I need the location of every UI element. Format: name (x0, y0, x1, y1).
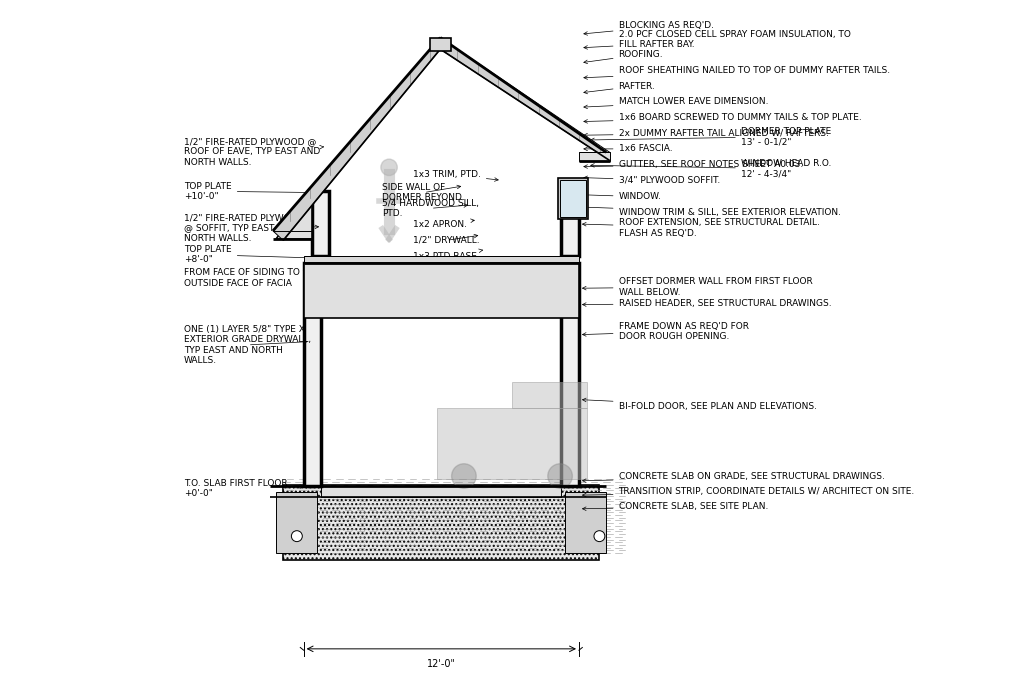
Bar (561, 263, 579, 486)
Bar (437, 408, 587, 479)
Bar (512, 382, 587, 408)
Text: BI-FOLD DOOR, SEE PLAN AND ELEVATIONS.: BI-FOLD DOOR, SEE PLAN AND ELEVATIONS. (583, 398, 816, 411)
Circle shape (292, 531, 302, 542)
Bar (558, 178, 588, 219)
Text: GUTTER, SEE ROOF NOTES SHEET A0.03.: GUTTER, SEE ROOF NOTES SHEET A0.03. (584, 160, 803, 169)
Text: ONE (1) LAYER 5/8" TYPE X
DRYWALL, TYP EAST AND
NORTH WALLS.: ONE (1) LAYER 5/8" TYPE X DRYWALL, TYP E… (323, 287, 443, 317)
Bar (579, 152, 609, 161)
Text: SIDE WALL OF
DORMER BEYOND.: SIDE WALL OF DORMER BEYOND. (382, 183, 465, 202)
Text: 2.0 PCF CLOSED CELL SPRAY FOAM INSULATION, TO
FILL RAFTER BAY.: 2.0 PCF CLOSED CELL SPRAY FOAM INSULATIO… (584, 30, 850, 49)
Text: TRANSITION STRIP, COORDINATE DETAILS W/ ARCHITECT ON SITE.: TRANSITION STRIP, COORDINATE DETAILS W/ … (583, 487, 914, 497)
Text: 1x3 TRIM, PTD.: 1x3 TRIM, PTD. (443, 298, 512, 308)
Bar (304, 263, 579, 318)
Bar (321, 486, 561, 497)
Text: ONE (1) LAYER 5/8" TYPE X
EXTERIOR GRADE DRYWALL,
TYP EAST AND NORTH
WALLS.: ONE (1) LAYER 5/8" TYPE X EXTERIOR GRADE… (184, 325, 311, 365)
Text: MATCH LOWER EAVE DIMENSION.: MATCH LOWER EAVE DIMENSION. (584, 97, 768, 109)
Bar (304, 256, 579, 263)
Text: 3/4" PLYWOOD SOFFIT.: 3/4" PLYWOOD SOFFIT. (584, 176, 720, 185)
Polygon shape (276, 191, 312, 239)
Text: TOP PLATE
+10'-0": TOP PLATE +10'-0" (184, 182, 318, 201)
Text: 1/2" FIRE-RATED PLYWOOD
@ SOFFIT, TYP EAST AND
NORTH WALLS.: 1/2" FIRE-RATED PLYWOOD @ SOFFIT, TYP EA… (184, 213, 318, 243)
Bar (284, 485, 599, 560)
Polygon shape (273, 38, 440, 240)
Text: CONCRETE SLAB ON GRADE, SEE STRUCTURAL DRAWINGS.: CONCRETE SLAB ON GRADE, SEE STRUCTURAL D… (583, 472, 885, 482)
Text: CONCRETE SLAB, SEE SITE PLAN.: CONCRETE SLAB, SEE SITE PLAN. (583, 502, 768, 512)
Text: ROOF SHEATHING NAILED TO TOP OF DUMMY RAFTER TAILS.: ROOF SHEATHING NAILED TO TOP OF DUMMY RA… (584, 66, 890, 79)
Bar (304, 263, 321, 486)
Text: DORMER TOP PLATE
13' - 0-1/2": DORMER TOP PLATE 13' - 0-1/2" (591, 127, 831, 146)
Text: FRAME DOWN AS REQ'D FOR
DOOR ROUGH OPENING.: FRAME DOWN AS REQ'D FOR DOOR ROUGH OPENI… (583, 322, 749, 341)
Bar (276, 492, 317, 553)
Text: WINDOW HEAD R.O.
12' - 4-3/4": WINDOW HEAD R.O. 12' - 4-3/4" (591, 159, 831, 178)
Text: WINDOW.: WINDOW. (583, 192, 662, 201)
Bar (565, 492, 606, 553)
Text: RAISED HEADER, SEE STRUCTURAL DRAWINGS.: RAISED HEADER, SEE STRUCTURAL DRAWINGS. (583, 298, 831, 308)
Text: WINDOW TRIM & SILL, SEE EXTERIOR ELEVATION.: WINDOW TRIM & SILL, SEE EXTERIOR ELEVATI… (583, 206, 841, 217)
Text: TOP PLATE
+8'-0": TOP PLATE +8'-0" (184, 245, 318, 264)
Bar (560, 180, 586, 217)
Text: 1x6 BOARD SCREWED TO DUMMY TAILS & TOP PLATE.: 1x6 BOARD SCREWED TO DUMMY TAILS & TOP P… (584, 113, 861, 123)
Text: 1x6 FASCIA.: 1x6 FASCIA. (584, 144, 672, 154)
Text: ROOFING.: ROOFING. (584, 50, 664, 64)
Bar (312, 191, 329, 256)
Circle shape (381, 159, 397, 176)
Circle shape (452, 464, 476, 488)
Text: 12'-0": 12'-0" (427, 659, 456, 669)
Text: 4": 4" (332, 262, 341, 271)
Text: FROM FACE OF SIDING TO
OUTSIDE FACE OF FACIA: FROM FACE OF SIDING TO OUTSIDE FACE OF F… (184, 268, 307, 288)
Text: 1x3 PTD BASE.: 1x3 PTD BASE. (413, 249, 482, 262)
Polygon shape (440, 38, 609, 161)
Text: 1x3 TRIM, PTD.: 1x3 TRIM, PTD. (413, 169, 499, 181)
Text: 5/4 HARDWOOD SILL,
PTD.: 5/4 HARDWOOD SILL, PTD. (382, 199, 479, 218)
Circle shape (594, 531, 605, 542)
Circle shape (548, 464, 572, 488)
Text: RAFTER.: RAFTER. (584, 81, 655, 94)
Text: 1/2" DRYWALL.: 1/2" DRYWALL. (413, 234, 479, 245)
Text: 1x2 APRON.: 1x2 APRON. (413, 219, 474, 229)
Text: 2x DUMMY RAFTER TAIL ALIGNED W/ RAFTERS.: 2x DUMMY RAFTER TAIL ALIGNED W/ RAFTERS. (584, 128, 828, 138)
Bar (561, 191, 579, 256)
Text: BLOCKING AS REQ'D.: BLOCKING AS REQ'D. (584, 21, 714, 36)
Text: ROOF EXTENSION, SEE STRUCTURAL DETAIL.
FLASH AS REQ'D.: ROOF EXTENSION, SEE STRUCTURAL DETAIL. F… (583, 219, 819, 238)
Bar (430, 38, 451, 51)
Text: T.O. SLAB FIRST FLOOR
+0'-0": T.O. SLAB FIRST FLOOR +0'-0" (184, 479, 303, 498)
Text: 1/2" FIRE-RATED PLYWOOD @
ROOF OF EAVE, TYP EAST AND
NORTH WALLS.: 1/2" FIRE-RATED PLYWOOD @ ROOF OF EAVE, … (184, 137, 324, 167)
Text: OFFSET DORMER WALL FROM FIRST FLOOR
WALL BELOW.: OFFSET DORMER WALL FROM FIRST FLOOR WALL… (583, 277, 812, 296)
Text: 2": 2" (568, 262, 579, 271)
